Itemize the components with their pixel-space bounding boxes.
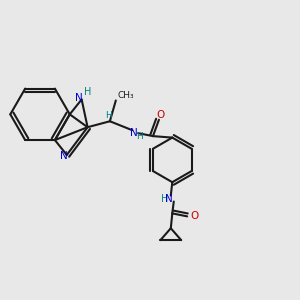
Text: N: N [60,152,68,161]
Text: N: N [165,194,173,203]
Text: N: N [130,128,137,138]
Text: O: O [190,212,199,221]
Text: N: N [75,93,83,103]
Text: O: O [156,110,164,120]
Text: H: H [161,194,169,203]
Text: H: H [105,111,112,120]
Text: H: H [136,132,143,141]
Text: H: H [84,87,91,97]
Text: CH₃: CH₃ [117,91,134,100]
